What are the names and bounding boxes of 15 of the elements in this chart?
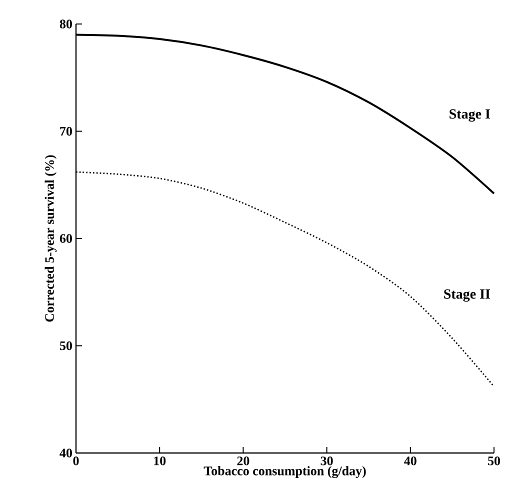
x-axis-title: Tobacco consumption (g/day) <box>204 466 366 478</box>
y-tick-label: 50 <box>60 341 72 350</box>
x-tick-label: 10 <box>154 456 166 466</box>
x-tick-label: 30 <box>320 456 333 466</box>
y-tick-label: 40 <box>60 448 72 458</box>
y-tick-label: 60 <box>60 234 72 243</box>
x-tick-label: 50 <box>488 456 500 466</box>
x-tick-label: 40 <box>404 456 416 466</box>
y-axis-title: Corrected 5-year survival (%) <box>44 155 57 322</box>
x-tick-label: 20 <box>237 456 250 466</box>
y-tick-label: 70 <box>60 126 72 136</box>
y-tick-label: 80 <box>60 20 72 28</box>
series-label: Stage II <box>444 289 490 302</box>
x-tick-label: 0 <box>73 456 79 466</box>
series-label: Stage I <box>450 109 490 122</box>
